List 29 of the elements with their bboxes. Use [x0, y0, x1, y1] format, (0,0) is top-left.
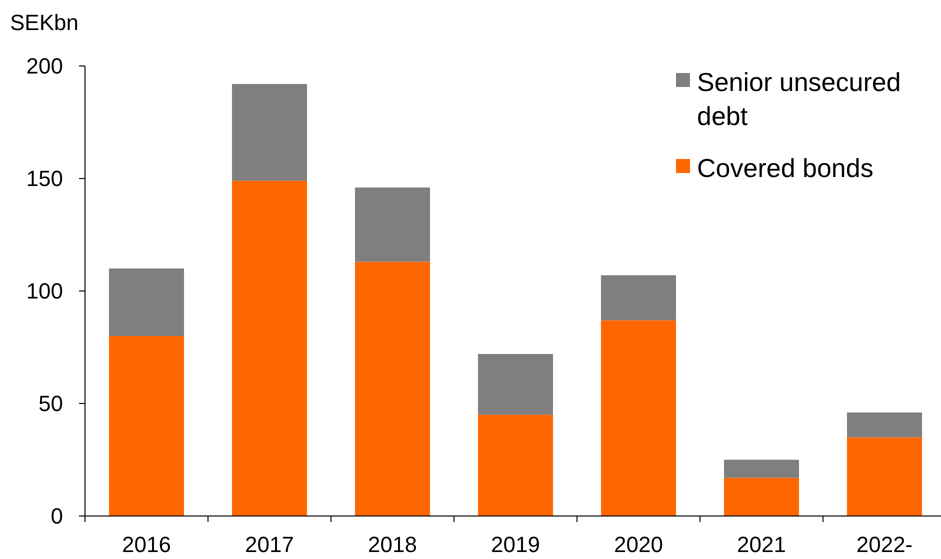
y-tick-label: 0 [50, 504, 63, 529]
x-tick-label: 2019 [491, 532, 540, 557]
bar [846, 437, 922, 516]
y-tick-label: 150 [26, 166, 63, 192]
y-tick-label: 200 [26, 54, 63, 79]
x-tick-label: 2020 [614, 532, 663, 557]
legend-label: Covered bonds [697, 153, 874, 184]
bar [600, 275, 676, 320]
x-tick-label: 2018 [368, 532, 417, 557]
bar [108, 336, 184, 516]
x-tick-label: 2016 [122, 532, 171, 557]
bar [232, 180, 308, 516]
bar [478, 354, 554, 415]
bar [354, 188, 430, 262]
bar [846, 412, 922, 438]
x-tick-label: 2017 [245, 532, 294, 557]
bar [232, 84, 308, 181]
bar [354, 262, 430, 516]
bar [108, 268, 184, 336]
legend-label: Senior unsecured debt [697, 67, 901, 132]
bar [600, 320, 676, 516]
y-axis-title: SEKbn [10, 10, 78, 35]
bar [478, 414, 554, 516]
bar [724, 478, 800, 516]
bar [724, 460, 800, 478]
x-tick-label: 2021 [737, 532, 786, 557]
x-tick-label: 2022- [856, 532, 913, 557]
y-tick-label: 100 [26, 278, 63, 304]
y-tick-label: 50 [38, 391, 63, 416]
